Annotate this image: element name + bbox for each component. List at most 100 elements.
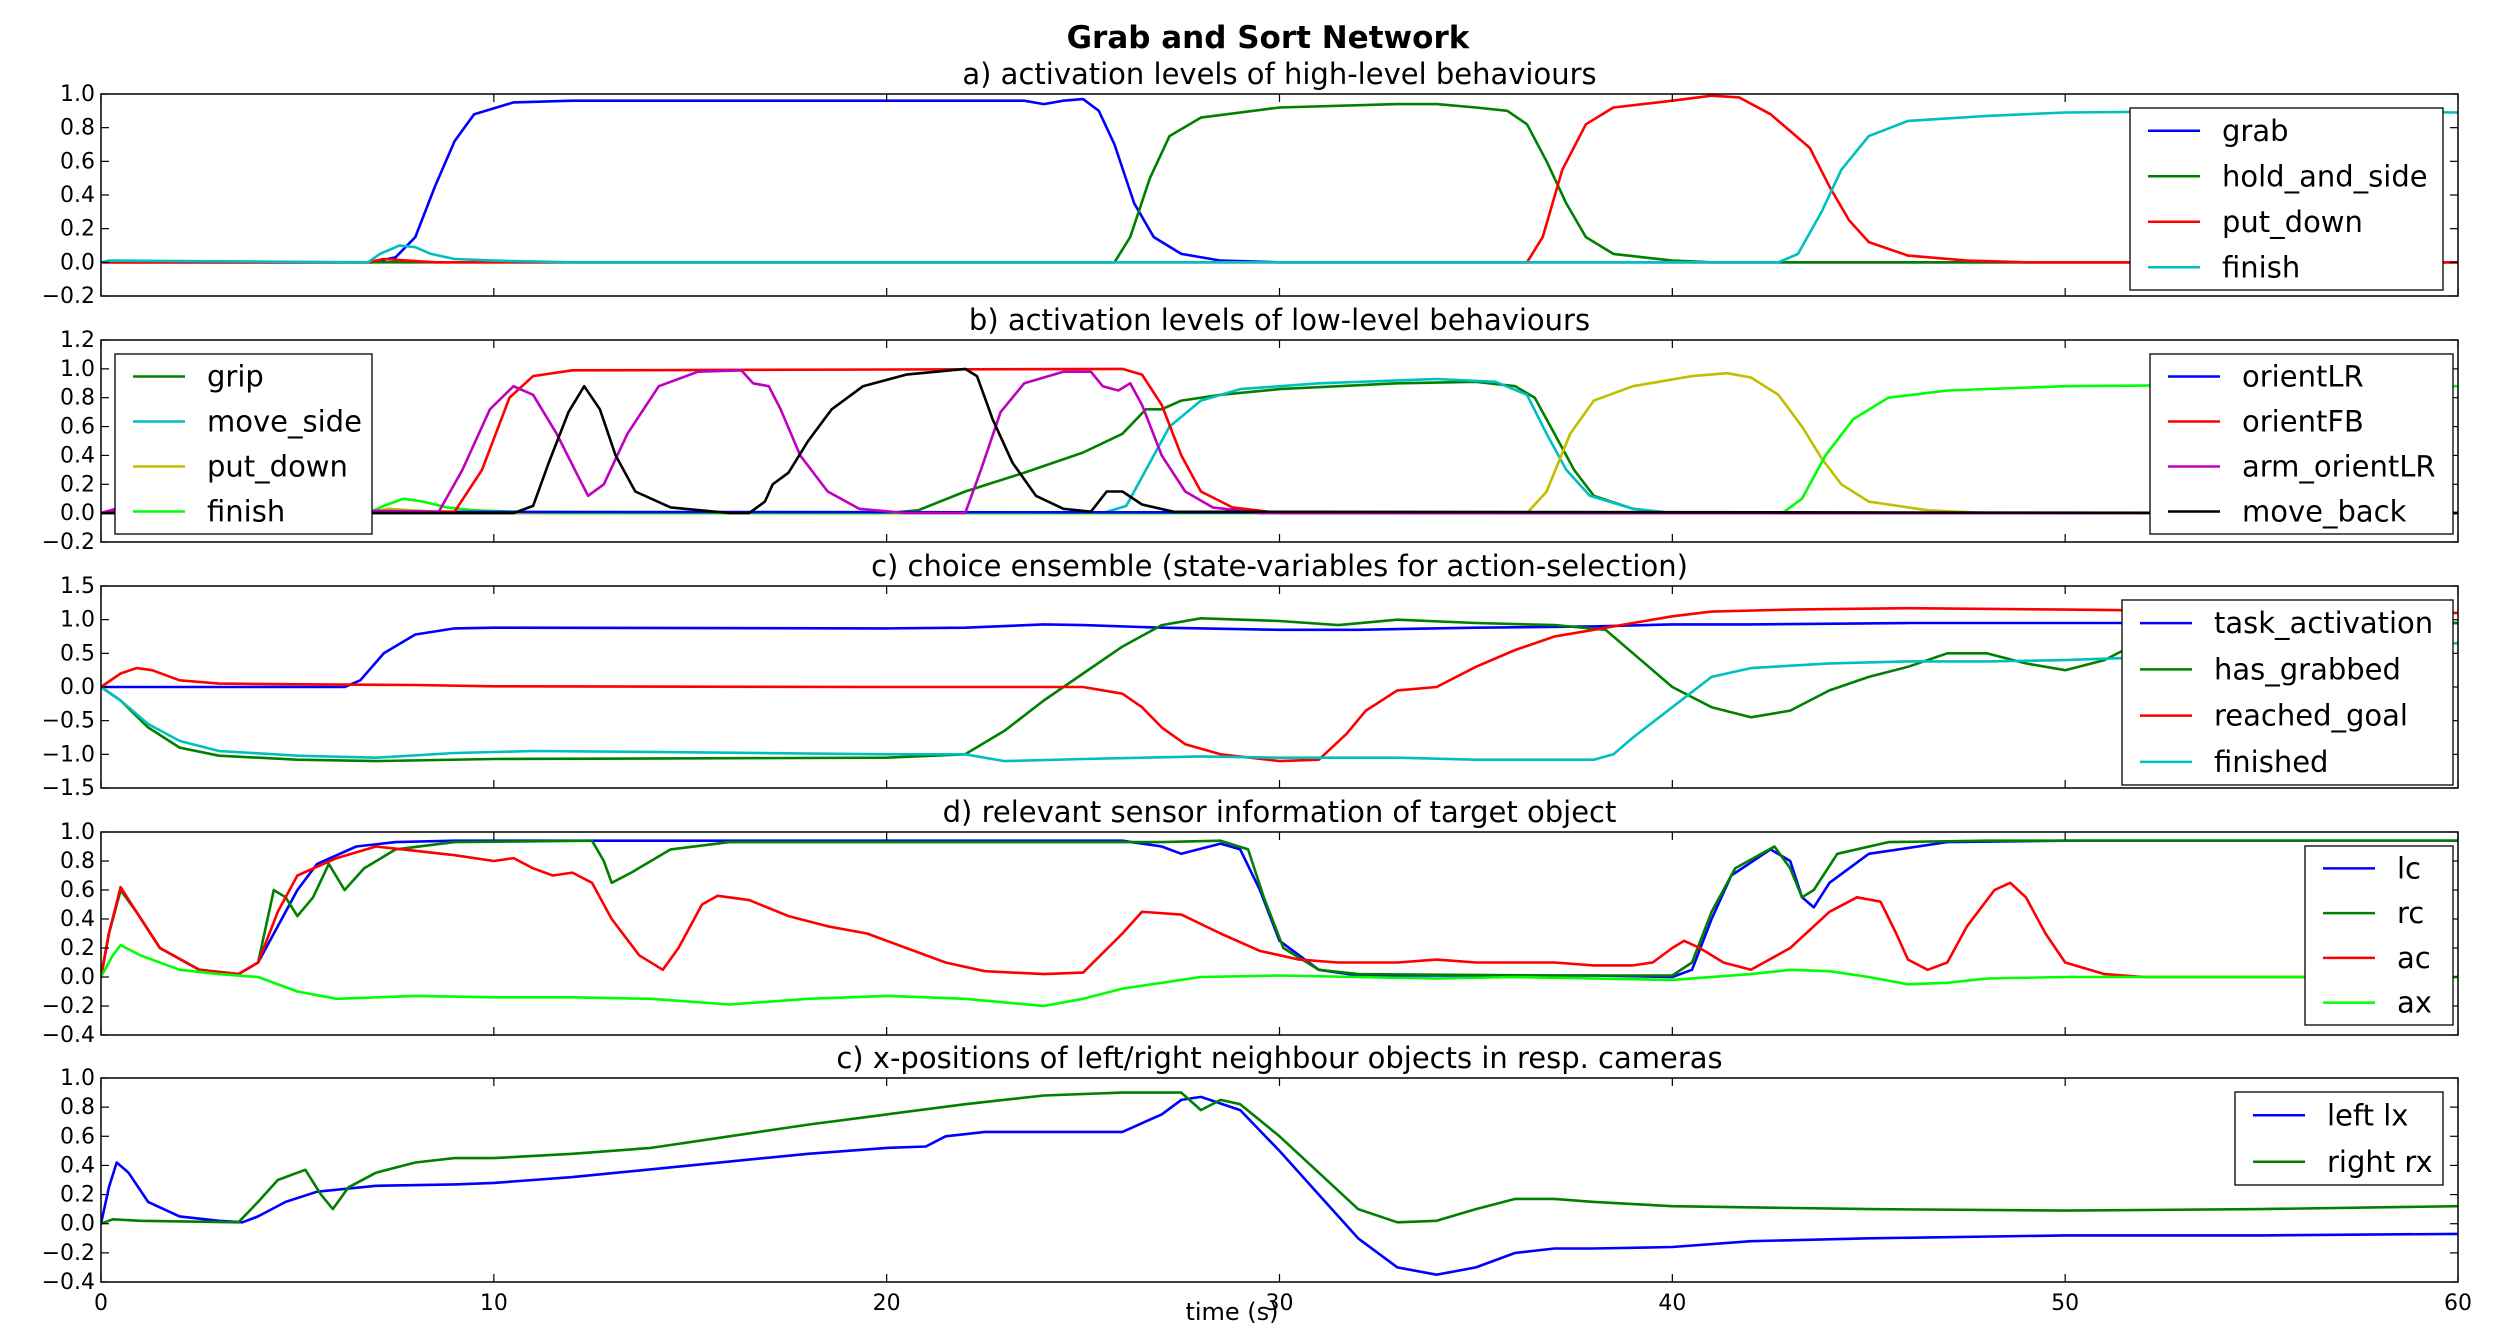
legend-label: put_down [207, 450, 348, 484]
y-tick-label: 0.5 [60, 641, 95, 666]
y-tick-label: 0.6 [60, 415, 95, 440]
legend-label: finish [207, 495, 285, 529]
legend-label: reached_goal [2214, 699, 2408, 733]
legend-label: arm_orientLR [2242, 450, 2436, 484]
y-tick-label: 0.0 [60, 1212, 95, 1237]
y-tick-label: 1.2 [60, 328, 95, 353]
series-line-put-down [101, 94, 2458, 264]
subplot-title: b) activation levels of low-level behavi… [969, 303, 1590, 337]
y-tick-label: 1.5 [60, 574, 95, 599]
series-line-move-side [101, 377, 2458, 515]
series-line-grab [101, 97, 2458, 264]
subplot-4: d) relevant sensor information of target… [42, 795, 2459, 1048]
series-line-put-down [101, 371, 2458, 515]
y-tick-label: −0.2 [42, 530, 95, 555]
legend: lc rc ac ax [2304, 845, 2454, 1026]
y-tick-label: 0.8 [60, 849, 95, 874]
y-tick-label: −0.5 [42, 709, 95, 734]
y-tick-label: 0.2 [60, 472, 95, 497]
subplot-3: c) choice ensemble (state-variables for … [42, 549, 2459, 801]
legend-label: lc [2397, 851, 2421, 885]
series-line-right-rx [101, 1091, 2458, 1225]
series-line-arm-orientlr [101, 369, 2458, 515]
subplot-title: c) x-positions of left/right neighbour o… [836, 1041, 1722, 1075]
series-line-ac [101, 845, 2458, 979]
y-tick-label: −1.5 [42, 776, 95, 801]
series-line-finished [101, 641, 2458, 763]
y-tick-label: 0.6 [60, 1124, 95, 1149]
y-tick-label: 1.0 [60, 820, 95, 845]
subplot-2: b) activation levels of low-level behavi… [42, 303, 2459, 555]
y-tick-label: 0.6 [60, 878, 95, 903]
y-tick-label: 1.0 [60, 357, 95, 382]
subplot-5: c) x-positions of left/right neighbour o… [42, 1041, 2472, 1316]
series-lines [101, 367, 2458, 515]
y-tick-label: −0.2 [42, 994, 95, 1019]
subplot-1: a) activation levels of high-level behav… [42, 57, 2459, 309]
series-lines [101, 1091, 2458, 1276]
series-lines [101, 94, 2458, 264]
legend: task_activation has_grabbed reached_goalfi… [2121, 599, 2454, 786]
legend-label: ac [2397, 941, 2431, 975]
legend-label: has_grabbed [2214, 652, 2401, 686]
y-tick-label: 0.4 [60, 1153, 95, 1178]
y-tick-label: 0.6 [60, 149, 95, 174]
series-lines [101, 606, 2458, 763]
legend-label: task_activation [2214, 606, 2433, 640]
legend-label: orientFB [2242, 405, 2364, 439]
axes-frame [100, 93, 2459, 297]
subplots: a) activation levels of high-level behav… [42, 57, 2472, 1316]
y-tick-label: 0.0 [60, 675, 95, 700]
y-tick-label: 0.2 [60, 1183, 95, 1208]
legend-label: move_side [207, 405, 362, 439]
series-line-move-back [101, 367, 2458, 515]
y-tick-label: −0.2 [42, 1241, 95, 1266]
y-tick-label: 0.0 [60, 250, 95, 275]
y-tick-label: 0.4 [60, 907, 95, 932]
y-tick-label: 1.0 [60, 608, 95, 633]
y-tick-label: −0.2 [42, 284, 95, 309]
figure-title: Grab and Sort Network [1067, 20, 1471, 56]
legend-label: ax [2397, 986, 2432, 1020]
subplot-title: d) relevant sensor information of target… [943, 795, 1617, 829]
legend-label: hold_and_side [2222, 159, 2428, 193]
series-line-orientfb [101, 367, 2458, 515]
legend-label: grab [2222, 114, 2289, 148]
series-line-grip [101, 380, 2458, 515]
x-tick-label: 0 [94, 1291, 108, 1316]
legend-label: orientLR [2242, 360, 2364, 394]
subplot-title: c) choice ensemble (state-variables for … [871, 549, 1688, 583]
axes-frame [100, 831, 2459, 1036]
legend-label: left lx [2327, 1098, 2408, 1132]
y-tick-label: 0.8 [60, 1095, 95, 1120]
y-tick-label: 0.8 [60, 386, 95, 411]
legend-box [2149, 353, 2454, 535]
subplot-title: a) activation levels of high-level behav… [962, 57, 1596, 91]
legend-label: put_down [2222, 205, 2363, 239]
legend-label: move_back [2242, 495, 2407, 529]
legend-label: grip [207, 360, 264, 394]
y-tick-label: 0.2 [60, 217, 95, 242]
y-tick-label: 0.4 [60, 183, 95, 208]
legend-label: finished [2214, 745, 2328, 779]
series-lines [101, 839, 2458, 1008]
legend: left lx right rx [2234, 1091, 2444, 1186]
x-tick-label: 60 [2444, 1291, 2472, 1316]
legend-label: finish [2222, 250, 2300, 284]
legend-box [2129, 107, 2444, 291]
y-tick-label: −1.0 [42, 742, 95, 767]
legend-box [2304, 845, 2454, 1026]
y-tick-label: 1.0 [60, 1066, 95, 1091]
legend-box [2121, 599, 2454, 786]
axes-frame [100, 1077, 2459, 1283]
series-line-hold-and-side [101, 102, 2458, 264]
x-tick-label: 50 [2051, 1291, 2079, 1316]
y-tick-label: 0.2 [60, 936, 95, 961]
x-tick-label: 20 [873, 1291, 901, 1316]
series-line-ax [101, 943, 2458, 1008]
y-tick-label: 0.0 [60, 965, 95, 990]
legend-label: rc [2397, 896, 2424, 930]
y-tick-label: 0.8 [60, 116, 95, 141]
